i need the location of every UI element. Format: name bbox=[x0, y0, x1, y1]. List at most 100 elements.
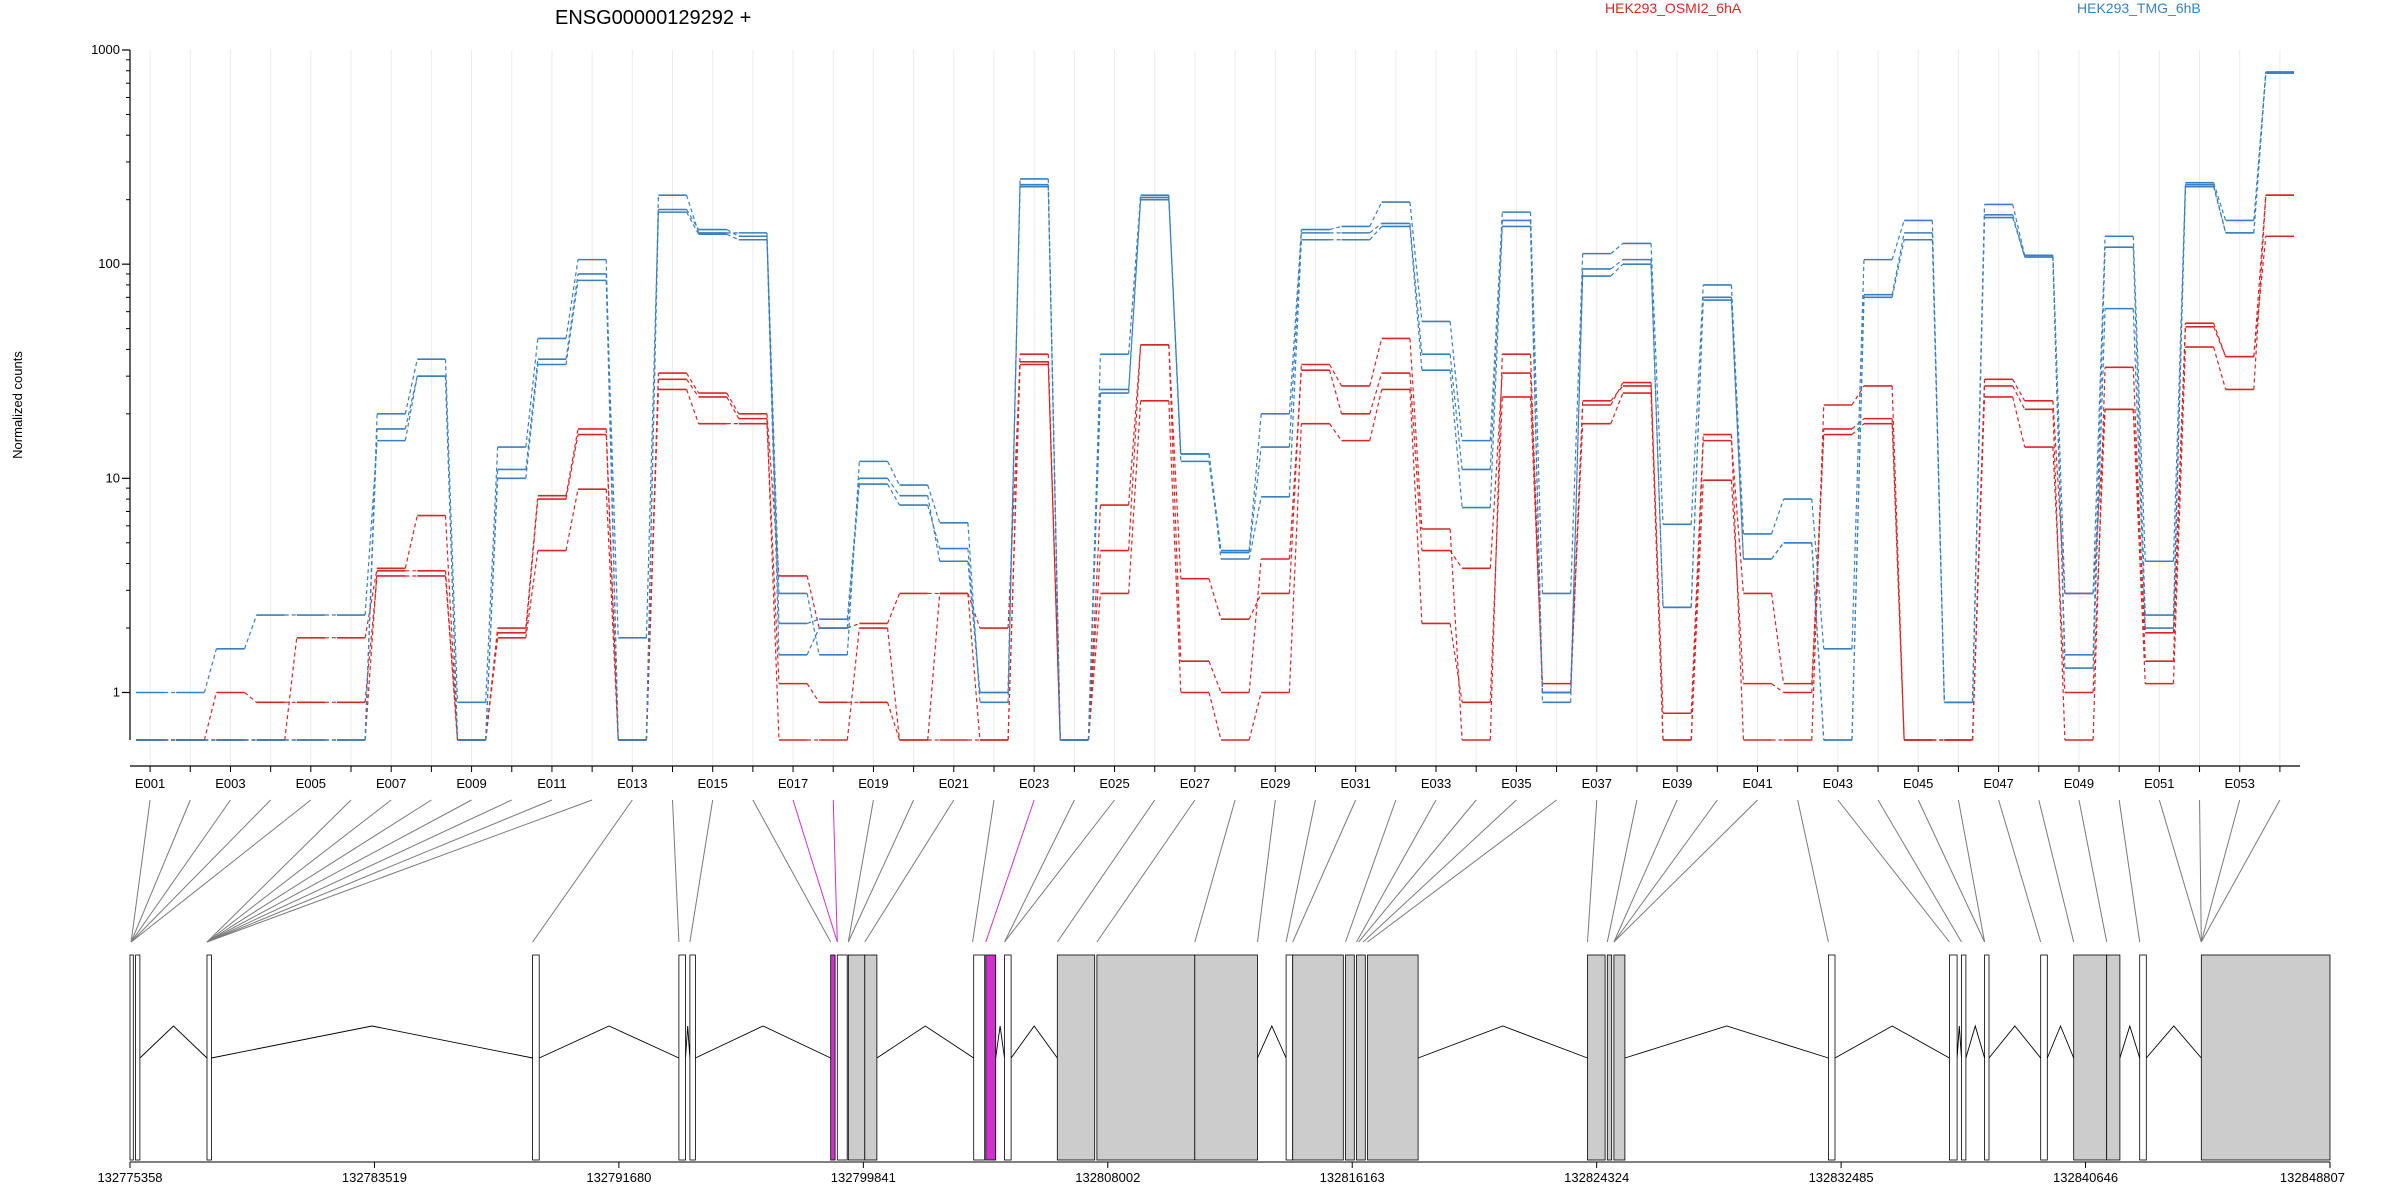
genomic-tick-label: 132816163 bbox=[1320, 1170, 1385, 1185]
x-tick-label: E045 bbox=[1903, 776, 1933, 791]
exon-connector bbox=[1004, 799, 1115, 943]
exon-connector bbox=[985, 799, 1035, 943]
intron-line bbox=[1956, 1025, 1962, 1059]
exon-box bbox=[1345, 954, 1355, 1161]
exon-connector bbox=[1837, 799, 1950, 943]
exon-connector bbox=[2118, 799, 2141, 943]
series-line bbox=[136, 72, 2294, 741]
exon-box bbox=[973, 954, 986, 1161]
exon-box bbox=[1292, 954, 1344, 1161]
x-tick-label: E035 bbox=[1501, 776, 1531, 791]
exon-connector bbox=[2158, 799, 2202, 943]
exon-connector bbox=[1004, 799, 1075, 943]
exon-box bbox=[1949, 954, 1958, 1161]
exon-box bbox=[836, 954, 848, 1161]
exon-box bbox=[1285, 954, 1294, 1161]
x-tick-label: E025 bbox=[1099, 776, 1129, 791]
exon-connector bbox=[2038, 799, 2075, 943]
exon-connector bbox=[1877, 799, 1962, 943]
genomic-tick-label: 132824324 bbox=[1564, 1170, 1629, 1185]
genomic-tick-label: 132808002 bbox=[1075, 1170, 1140, 1185]
exon-connector bbox=[832, 799, 838, 943]
gene-model bbox=[129, 954, 2331, 1161]
exon-connector bbox=[206, 799, 432, 943]
exon-connector bbox=[864, 799, 955, 943]
x-tick-label: E009 bbox=[456, 776, 486, 791]
genomic-tick-label: 132791680 bbox=[586, 1170, 651, 1185]
exon-box bbox=[1356, 954, 1366, 1161]
exon-connector bbox=[672, 799, 680, 943]
exon-box bbox=[2040, 954, 2048, 1161]
exon-connector bbox=[847, 799, 874, 943]
exon-connector bbox=[1292, 799, 1357, 943]
series-line bbox=[136, 194, 2294, 741]
exon-connector bbox=[130, 799, 312, 943]
exon-connector bbox=[847, 799, 915, 943]
intron-line bbox=[2119, 1024, 2141, 1059]
exon-connector bbox=[1606, 799, 1638, 943]
series-line bbox=[136, 194, 2294, 741]
exon-connector bbox=[1797, 799, 1829, 943]
exon-connector bbox=[1917, 799, 1986, 943]
intron-line bbox=[2046, 1024, 2075, 1059]
x-tick-label: E011 bbox=[537, 776, 566, 791]
series-plateau bbox=[136, 194, 2294, 741]
exon-box bbox=[847, 954, 866, 1161]
x-tick-label: E003 bbox=[215, 776, 245, 791]
chart-title: ENSG00000129292 + bbox=[555, 7, 751, 29]
series-transition bbox=[164, 195, 2267, 741]
exon-connector bbox=[1998, 799, 2042, 943]
series-plateau bbox=[136, 194, 2294, 741]
exon-connector bbox=[206, 799, 352, 943]
series-transition bbox=[164, 73, 2267, 741]
series-plateau bbox=[136, 235, 2294, 741]
x-tick-label: E041 bbox=[1742, 776, 1772, 791]
exon-connector bbox=[1345, 799, 1397, 943]
exon-connector bbox=[2078, 799, 2108, 943]
exon-connector bbox=[206, 799, 392, 943]
x-tick-label: E023 bbox=[1019, 776, 1049, 791]
exon-box bbox=[2200, 954, 2331, 1161]
exon-connector bbox=[1257, 799, 1276, 943]
y-tick-label: 10 bbox=[106, 470, 120, 485]
exon-box bbox=[2106, 954, 2121, 1161]
grid-lines bbox=[149, 50, 2281, 766]
exon-box bbox=[1961, 954, 1967, 1161]
x-tick-label: E005 bbox=[296, 776, 326, 791]
exon-box bbox=[135, 954, 141, 1161]
genomic-tick-label: 132799841 bbox=[831, 1170, 896, 1185]
exon-connector bbox=[130, 799, 231, 943]
genomic-axis: 132775358 132783519 132791680 132799841 1328… bbox=[97, 1161, 2345, 1185]
exon-box bbox=[532, 954, 540, 1161]
x-tick-label: E049 bbox=[2064, 776, 2094, 791]
genomic-tick-label: 132832485 bbox=[1809, 1170, 1874, 1185]
exon-connector bbox=[1362, 799, 1517, 943]
exon-box bbox=[129, 954, 134, 1161]
intron-line bbox=[685, 1025, 691, 1059]
exon-connector bbox=[792, 799, 838, 943]
exon-connector bbox=[1613, 799, 1758, 943]
x-tick-label: E037 bbox=[1582, 776, 1612, 791]
intron-line bbox=[1010, 1025, 1058, 1059]
exon-connector bbox=[130, 799, 272, 943]
exon-connector bbox=[130, 799, 151, 943]
exon-connector bbox=[206, 799, 512, 943]
x-tick-label: E027 bbox=[1180, 776, 1210, 791]
x-tick-label: E053 bbox=[2225, 776, 2255, 791]
exon-connector bbox=[1096, 799, 1196, 943]
exon-connector bbox=[1957, 799, 1986, 943]
series-plateau bbox=[136, 72, 2294, 741]
legend-entry-tmg: HEK293_TMG_6hB bbox=[2077, 0, 2201, 16]
exon-box bbox=[1587, 954, 1606, 1161]
exon-connector bbox=[689, 799, 714, 943]
exon-connector bbox=[752, 799, 832, 943]
exon-connector bbox=[1285, 799, 1316, 943]
series-transition bbox=[164, 195, 2267, 741]
exon-box bbox=[1828, 954, 1836, 1161]
exon-connector bbox=[1056, 799, 1156, 943]
intron-line bbox=[139, 1025, 208, 1059]
intron-line bbox=[539, 1025, 680, 1059]
exon-connector bbox=[2199, 799, 2202, 943]
x-tick-label: E007 bbox=[376, 776, 406, 791]
